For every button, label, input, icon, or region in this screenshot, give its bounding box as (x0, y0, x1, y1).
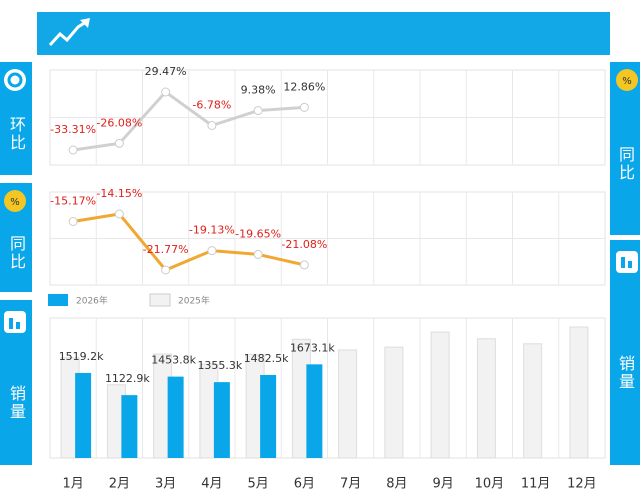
point (114, 138, 124, 148)
x-tick-label: 5月 (247, 477, 268, 492)
bar-2026 (306, 364, 323, 458)
left-tab[interactable]: 销量 (0, 300, 32, 465)
value-label: -14.15% (96, 187, 142, 200)
legend-label: 2026年 (76, 295, 108, 307)
trend-icon (48, 20, 87, 47)
line (72, 89, 305, 152)
value-label: 12.86% (283, 80, 325, 93)
plot-panel (49, 191, 606, 286)
line (72, 212, 305, 272)
bar-2025 (60, 357, 80, 459)
point (68, 145, 78, 155)
bar-2026 (167, 376, 184, 458)
bar-2025 (476, 338, 496, 459)
trend-arrow (80, 18, 90, 28)
value-label: 1453.8k (151, 354, 196, 367)
x-tick-label: 12月 (567, 477, 597, 492)
bar-2025 (384, 346, 404, 459)
value-label: 1482.5k (244, 352, 289, 365)
value-label: 1122.9k (105, 372, 150, 385)
value-label: -21.77% (143, 243, 189, 256)
x-tick-label: 10月 (475, 477, 505, 492)
x-tick-label: 4月 (201, 477, 222, 492)
bar-2025 (153, 353, 173, 459)
x-tick-label: 11月 (521, 477, 551, 492)
legend-label: 2025年 (178, 295, 210, 307)
value-label: -33.31% (50, 123, 96, 136)
value-label: -15.17% (50, 194, 96, 207)
bar-2025 (569, 326, 589, 459)
point (161, 87, 171, 97)
right-tab[interactable]: 销量 (610, 240, 640, 465)
x-tick-label: 1月 (62, 477, 83, 492)
point (207, 246, 217, 256)
point (68, 216, 78, 226)
bar-2025 (291, 338, 311, 459)
x-tick-label: 7月 (340, 477, 361, 492)
x-tick-label: 2月 (109, 477, 130, 492)
left-tab[interactable]: 同比 (0, 183, 32, 292)
value-label: 1519.2k (59, 350, 104, 363)
point (299, 260, 309, 270)
legend-swatch (48, 294, 68, 306)
value-label: 1355.3k (197, 359, 242, 372)
bar-2025 (199, 363, 219, 459)
point (299, 102, 309, 112)
point (161, 265, 171, 275)
plot-panel (49, 69, 606, 166)
bar-2026 (213, 382, 230, 458)
point (253, 249, 263, 259)
value-label: 9.38% (241, 84, 276, 97)
value-label: -26.08% (96, 116, 142, 129)
bar-2025 (523, 343, 543, 459)
x-tick-label: 3月 (155, 477, 176, 492)
value-label: -19.65% (235, 227, 281, 240)
value-label: -6.78% (192, 98, 231, 111)
bar-2026 (260, 375, 277, 458)
left-tab[interactable]: 环比 (0, 62, 32, 175)
right-tab[interactable]: 同比 (610, 62, 640, 235)
bar-2025 (338, 349, 358, 459)
header-bar (37, 12, 610, 55)
value-label: 1673.1k (290, 341, 335, 354)
bar-2025 (430, 331, 450, 459)
point (114, 209, 124, 219)
value-label: -19.13% (189, 224, 235, 237)
bar-2026 (75, 372, 92, 458)
plot-panel (49, 317, 606, 459)
value-label: 29.47% (145, 65, 187, 78)
value-label: -21.08% (281, 238, 327, 251)
x-tick-label: 8月 (386, 477, 407, 492)
x-tick-label: 6月 (294, 477, 315, 492)
x-tick-label: 9月 (432, 477, 453, 492)
bar-2026 (121, 395, 138, 458)
point (253, 106, 263, 116)
point (207, 120, 217, 130)
legend-swatch (149, 293, 171, 307)
bar-2025 (245, 354, 265, 459)
bar-2025 (106, 384, 126, 459)
